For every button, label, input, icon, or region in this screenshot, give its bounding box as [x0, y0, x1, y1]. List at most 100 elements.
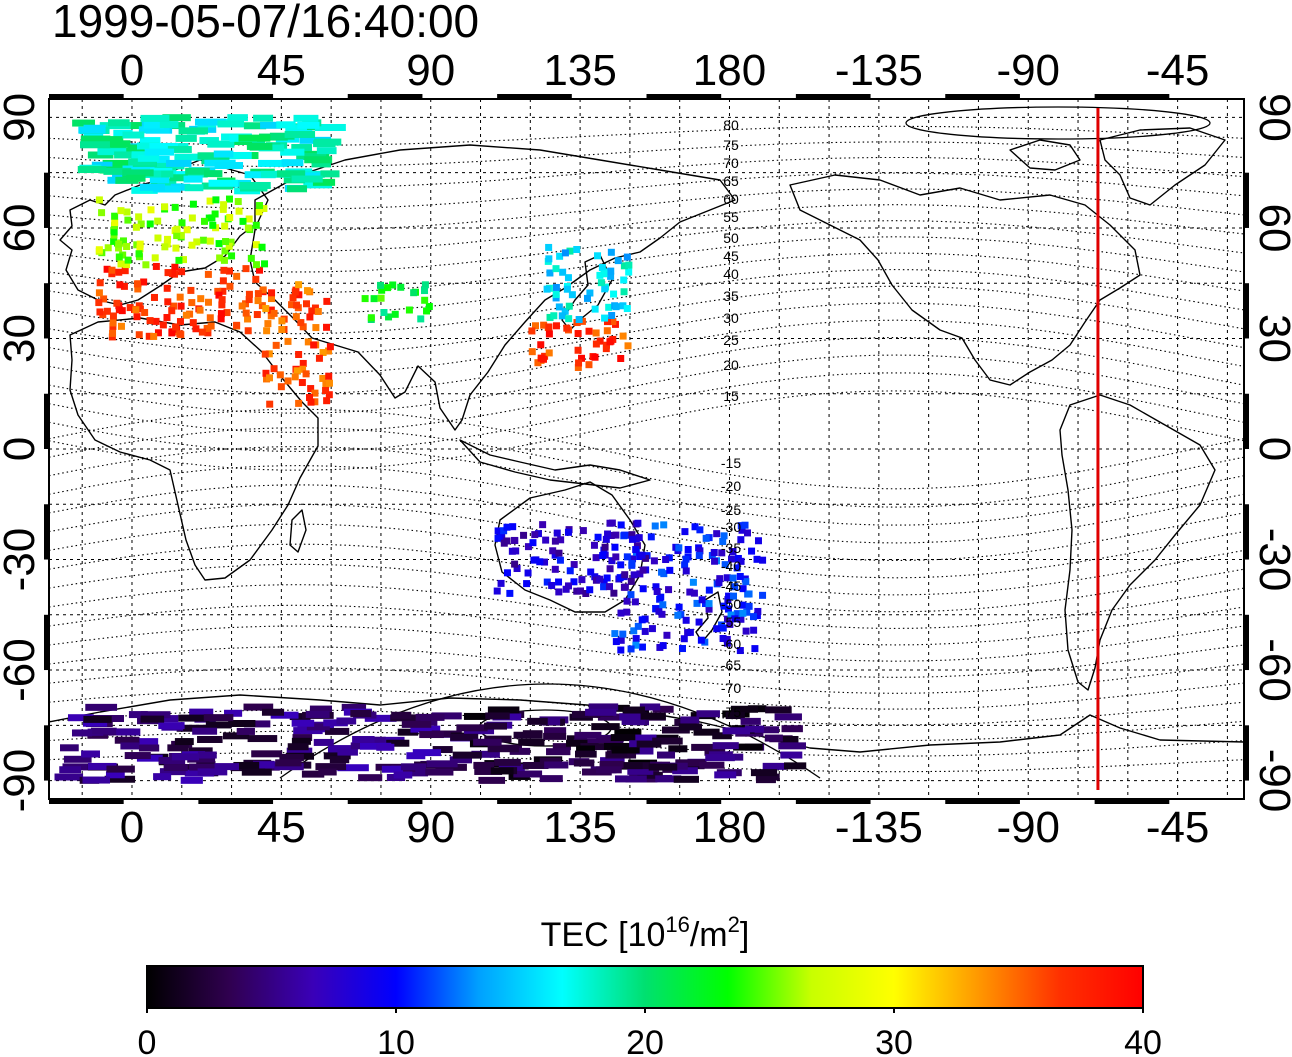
tec-point	[417, 315, 425, 323]
tec-point	[591, 353, 599, 361]
tec-point	[255, 202, 263, 210]
tec-point	[419, 731, 444, 739]
tec-point	[221, 247, 229, 255]
mag-lat-contour	[49, 604, 1244, 662]
tec-point	[653, 588, 661, 596]
tec-point	[295, 281, 303, 289]
tec-point	[731, 583, 739, 591]
tec-point	[115, 268, 123, 276]
tec-point	[78, 126, 106, 134]
tec-point	[423, 307, 431, 315]
tec-point	[233, 761, 266, 769]
tec-point	[276, 170, 306, 178]
tec-point	[623, 253, 631, 261]
tec-point	[655, 607, 663, 615]
tec-point	[189, 763, 216, 771]
left-lat-label: 90	[0, 93, 44, 142]
tec-point	[641, 627, 649, 635]
tec-point	[275, 759, 302, 767]
tec-point	[675, 603, 683, 611]
bottom-lon-label: -45	[1146, 803, 1210, 852]
tec-point	[247, 254, 255, 262]
tec-point	[701, 600, 709, 608]
tec-point	[659, 601, 667, 609]
tec-point	[421, 296, 429, 304]
tec-point	[119, 237, 127, 245]
tec-point	[132, 306, 140, 314]
tec-point	[224, 709, 243, 717]
tec-point	[233, 321, 241, 329]
tec-point	[244, 171, 276, 179]
tec-point	[214, 287, 222, 295]
tec-point	[175, 134, 197, 142]
tec-point	[743, 608, 751, 616]
tec-point	[594, 252, 602, 260]
tec-point	[284, 130, 316, 138]
tec-point	[627, 577, 635, 585]
tec-point	[176, 293, 184, 301]
tec-point	[740, 717, 761, 725]
tec-point	[149, 142, 178, 150]
tec-point	[594, 533, 602, 541]
tec-point	[7, 475, 14, 482]
tec-point	[311, 160, 332, 168]
mag-lat-contour	[49, 752, 1244, 773]
tec-point	[246, 139, 265, 147]
tec-point	[731, 615, 739, 623]
tec-point	[298, 379, 306, 387]
coast-south-america	[1059, 394, 1216, 691]
tec-point	[306, 394, 314, 402]
tec-point	[737, 536, 745, 544]
tec-point	[336, 717, 357, 725]
tec-point	[487, 745, 519, 753]
tec-point	[328, 745, 352, 753]
left-lat-label: -60	[0, 638, 44, 702]
tec-point	[405, 306, 413, 314]
tec-point	[636, 740, 662, 748]
tec-point	[2, 506, 9, 513]
colorbar-tick-label: 40	[1124, 1024, 1162, 1057]
tec-point	[546, 313, 554, 321]
tec-point	[606, 750, 628, 758]
colorbar-title-text: TEC [1016/m2]	[541, 912, 750, 954]
tec-point	[585, 708, 617, 716]
tec-point	[188, 747, 213, 755]
tec-point	[83, 715, 112, 723]
tec-point	[623, 597, 631, 605]
tec-point	[194, 118, 226, 126]
contour-label: 25	[723, 332, 739, 348]
tec-point	[299, 359, 307, 367]
tec-point	[621, 717, 645, 725]
tec-point	[727, 611, 735, 619]
top-longitude-labels: 0 45 90 135 180 -135 -90 -45	[120, 46, 1210, 95]
tec-point	[750, 626, 758, 634]
tec-point	[310, 341, 318, 349]
tec-point	[559, 268, 567, 276]
tec-point	[306, 723, 330, 731]
mag-lat-contour	[49, 465, 1244, 544]
tec-point	[269, 132, 295, 140]
tec-point	[276, 121, 296, 129]
tec-point	[474, 767, 503, 775]
tec-point	[620, 288, 628, 296]
tec-point	[611, 543, 619, 551]
tec-point	[219, 277, 227, 285]
tec-point	[591, 305, 599, 313]
tec-point	[623, 553, 631, 561]
contour-label: 70	[723, 155, 739, 171]
tec-point	[503, 523, 511, 531]
tec-point	[487, 706, 520, 714]
tec-point	[233, 272, 241, 280]
tec-point	[319, 349, 327, 357]
tec-point	[583, 294, 591, 302]
tec-point	[228, 151, 252, 159]
tec-point	[252, 275, 260, 283]
tec-point	[753, 555, 761, 563]
tec-point	[146, 317, 154, 325]
tec-point	[201, 217, 209, 225]
tec-point	[723, 639, 731, 647]
tec-point	[244, 315, 252, 323]
tec-point	[604, 530, 612, 538]
tec-point	[544, 727, 567, 735]
tec-point	[262, 369, 270, 377]
